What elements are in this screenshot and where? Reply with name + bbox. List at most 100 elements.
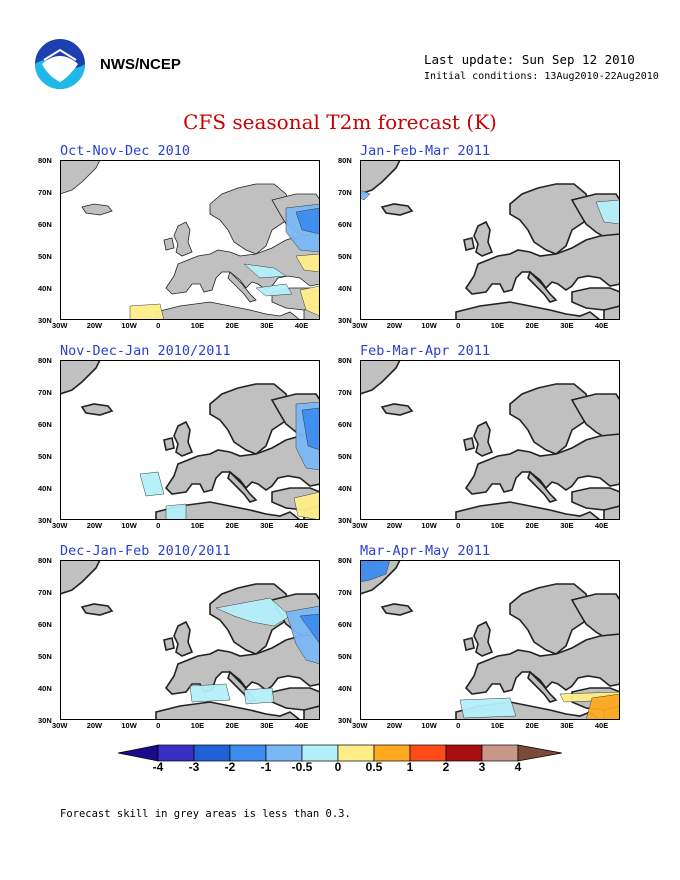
map-canvas: [60, 560, 320, 720]
land-area: [527, 270, 558, 303]
lon-label: 0: [456, 521, 461, 530]
colorbar-tick-label: 0.5: [365, 760, 383, 774]
colorbar-segment: [157, 744, 195, 762]
lat-label: 50N: [38, 252, 52, 261]
lat-label: 50N: [338, 652, 352, 661]
land-area: [163, 237, 175, 251]
land-area: [163, 437, 175, 451]
colorbar-segment: [193, 744, 231, 762]
land-area: [473, 220, 494, 257]
colorbar-segment: [337, 744, 375, 762]
land-area: [209, 183, 291, 255]
lon-label: 20W: [386, 321, 403, 330]
colorbar-arrow-left: [118, 744, 159, 762]
lat-label: 40N: [38, 284, 52, 293]
last-update: Last update: Sun Sep 12 2010: [424, 52, 635, 67]
land-area: [360, 360, 401, 395]
land-area: [173, 221, 193, 257]
colorbar-tick-label: 4: [514, 760, 522, 774]
page-title: CFS seasonal T2m forecast (K): [183, 110, 497, 134]
anomaly-area: [165, 503, 187, 520]
lat-label: 60N: [38, 420, 52, 429]
land-area: [464, 433, 620, 495]
land-area: [80, 603, 114, 616]
colorbar-segment: [445, 744, 483, 762]
colorbar-segment: [301, 744, 339, 762]
colorbar-segment: [409, 744, 447, 762]
lon-label: 20E: [225, 321, 239, 330]
panel-title: Nov-Dec-Jan 2010/2011: [60, 343, 231, 359]
anomaly-area: [295, 207, 320, 235]
anomaly-area: [255, 283, 293, 297]
land-area: [60, 160, 101, 195]
land-area: [227, 271, 257, 303]
map-canvas: [60, 160, 320, 320]
land-area: [473, 620, 494, 657]
lon-label: 20W: [386, 521, 403, 530]
lon-label: 10W: [421, 521, 437, 530]
lat-label: 60N: [338, 420, 352, 429]
land-area: [173, 620, 194, 657]
map-frame: [60, 160, 320, 320]
agency-name: NWS/NCEP: [100, 56, 181, 73]
lat-label: 50N: [338, 252, 352, 261]
footnote: Forecast skill in grey areas is less tha…: [60, 808, 351, 820]
land-area: [164, 433, 320, 495]
noaa-logo: [35, 39, 85, 89]
anomaly-area: [299, 613, 320, 645]
lon-label: 10E: [490, 521, 505, 530]
lon-label: 30W: [52, 321, 68, 330]
colorbar-segment: [481, 744, 519, 762]
lat-label: 30N: [338, 516, 352, 525]
land-area: [527, 470, 558, 503]
anomaly-area: [295, 253, 320, 273]
lon-label: 20E: [525, 721, 539, 730]
lat-label: 30N: [338, 316, 352, 325]
anomaly-area: [301, 407, 320, 451]
lon-label: 10E: [190, 721, 205, 730]
lon-label: 0: [456, 721, 461, 730]
land-area: [209, 383, 291, 455]
land-area: [455, 501, 602, 520]
colorbar-arrow-right: [517, 744, 562, 762]
land-area: [380, 203, 414, 216]
lon-label: 40E: [294, 321, 309, 330]
lon-label: 30W: [352, 721, 368, 730]
panel-title: Feb-Mar-Apr 2011: [360, 343, 491, 359]
land-area: [603, 305, 620, 320]
lat-label: 40N: [38, 484, 52, 493]
lon-label: 30W: [52, 721, 68, 730]
lon-label: 0: [156, 521, 161, 530]
land-area: [81, 203, 113, 216]
colorbar-tick-label: 1: [406, 760, 414, 774]
map-canvas: [360, 360, 620, 520]
lon-label: 30E: [560, 321, 574, 330]
colorbar-tick-label: -1: [260, 760, 272, 774]
lat-label: 30N: [338, 716, 352, 725]
lat-label: 50N: [38, 452, 52, 461]
lon-label: 30W: [352, 521, 368, 530]
map-frame: [360, 160, 620, 320]
map-canvas: [360, 560, 620, 720]
lat-label: 80N: [338, 556, 352, 565]
anomaly-area: [459, 697, 517, 719]
lon-label: 20W: [86, 321, 103, 330]
lat-label: 30N: [38, 516, 52, 525]
lat-label: 60N: [338, 620, 352, 629]
lon-label: 10E: [490, 321, 505, 330]
colorbar-tick-label: 0: [334, 760, 342, 774]
anomaly-area: [139, 471, 165, 497]
lat-label: 80N: [38, 356, 52, 365]
land-area: [60, 560, 101, 595]
map-canvas: [360, 160, 620, 320]
lon-label: 20W: [386, 721, 403, 730]
panel-title: Mar-Apr-May 2011: [360, 543, 491, 559]
lat-label: 60N: [338, 220, 352, 229]
land-area: [163, 637, 175, 651]
map-frame: [60, 360, 320, 520]
lon-label: 20E: [225, 521, 239, 530]
land-area: [509, 383, 591, 455]
lon-label: 10E: [490, 721, 505, 730]
land-area: [464, 233, 620, 295]
lat-label: 80N: [38, 156, 52, 165]
